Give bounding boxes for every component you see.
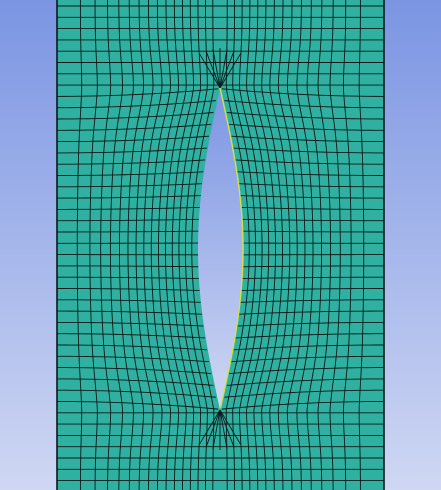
mesh-horizontal-line [56, 183, 202, 188]
mesh-horizontal-line [241, 206, 384, 210]
mesh-horizontal-line [221, 88, 385, 97]
mesh-horizontal-line [235, 159, 385, 165]
mesh-vertical-line [100, 0, 112, 490]
mesh-tip-spoke [199, 409, 221, 445]
mesh-horizontal-line [242, 276, 384, 280]
mesh-horizontal-line [56, 159, 206, 165]
mesh-horizontal-line [56, 195, 201, 199]
mesh-horizontal-line [56, 147, 208, 154]
mesh-horizontal-line [56, 355, 210, 363]
mesh-horizontal-line [56, 171, 204, 176]
mesh-plate-border [56, 0, 385, 490]
mesh-vertical-line [246, 0, 270, 490]
mesh-vertical-line [286, 0, 306, 490]
mesh-vertical-line [269, 0, 291, 490]
mesh-horizontal-line [231, 355, 385, 363]
mesh-horizontal-line [237, 321, 385, 327]
mesh-horizontal-line [57, 218, 199, 222]
mesh-tip-spoke [212, 48, 221, 89]
mesh-horizontal-line [56, 401, 219, 410]
mesh-horizontal-line [233, 147, 385, 154]
mesh-horizontal-line [238, 183, 385, 188]
mesh-grid-lines [56, 0, 385, 490]
mesh-vertical-line [342, 0, 352, 490]
mesh-vertical-line [277, 0, 298, 490]
mesh-tip-spoke [205, 409, 221, 448]
mesh-horizontal-line [56, 378, 214, 386]
mesh-tip-spoke [212, 409, 221, 450]
mesh-horizontal-line [241, 288, 384, 291]
mesh-vertical-line [239, 0, 263, 490]
mesh-horizontal-line [56, 100, 216, 109]
mesh-vertical-line [165, 0, 187, 490]
mesh-horizontal-line [56, 333, 206, 339]
mesh-horizontal-line [238, 310, 385, 315]
mesh-horizontal-line [240, 299, 385, 303]
mesh-tip-spoke [219, 53, 241, 89]
mesh-tip-spoke [219, 409, 228, 450]
mesh-horizontal-line [57, 276, 199, 280]
crack-hole [198, 88, 243, 410]
mesh-vertical-line [109, 0, 124, 490]
mesh-horizontal-line [56, 389, 216, 398]
mesh-vertical-line [143, 0, 163, 490]
mesh-horizontal-line [56, 310, 202, 315]
mesh-vertical-line [89, 0, 98, 490]
mesh-horizontal-line [56, 321, 204, 327]
mesh-vertical-line [253, 0, 276, 490]
mesh-tip-spoke [219, 48, 228, 89]
mesh-horizontal-line [56, 299, 201, 303]
mesh-horizontal-line [224, 389, 385, 398]
mesh-vertical-line [261, 0, 283, 490]
mesh-tip-spoke [219, 50, 235, 89]
mesh-vertical-line [317, 0, 332, 490]
mesh-horizontal-line [56, 135, 210, 143]
mesh-horizontal-line [56, 123, 212, 131]
mesh-tip-spoke [219, 409, 241, 445]
mesh-vertical-line [171, 0, 195, 490]
mesh-horizontal-line [242, 218, 384, 222]
mesh-horizontal-line [242, 265, 384, 268]
mesh-horizontal-line [226, 378, 385, 386]
mesh-horizontal-line [57, 265, 199, 268]
mesh-horizontal-line [224, 100, 385, 109]
mesh-vertical-line [358, 0, 365, 490]
mesh-tip-spoke [219, 409, 235, 448]
mesh-horizontal-line [221, 401, 385, 410]
mesh-vertical-line [306, 0, 322, 490]
mesh-vertical-line [76, 0, 83, 490]
mesh-horizontal-line [242, 230, 384, 233]
mesh-vertical-line [135, 0, 154, 490]
mesh-vertical-line [178, 0, 202, 490]
mesh-horizontal-line [56, 344, 207, 351]
mesh-horizontal-line [229, 123, 385, 131]
mesh-vertical-line [158, 0, 180, 490]
mesh-horizontal-line [237, 171, 385, 176]
mesh-vertical-line [119, 0, 134, 490]
mesh-horizontal-line [229, 367, 385, 374]
mesh-vertical-line [150, 0, 171, 490]
mesh-tip-spoke [205, 50, 221, 89]
mesh-vertical-line [127, 0, 145, 490]
mesh-horizontal-line [226, 112, 385, 120]
mesh-horizontal-line [56, 88, 219, 97]
mesh-horizontal-line [57, 288, 200, 291]
mesh-vertical-line [296, 0, 314, 490]
mesh-horizontal-line [56, 112, 214, 120]
mesh-horizontal-line [235, 333, 385, 339]
mesh-horizontal-line [231, 135, 385, 143]
mesh-tip-spoke [199, 53, 221, 89]
mesh-horizontal-line [240, 195, 385, 199]
mesh-horizontal-line [233, 344, 385, 351]
crack-hole-edge [219, 87, 244, 409]
mesh-horizontal-line [56, 367, 212, 374]
mesh-horizontal-line [57, 206, 200, 210]
mesh-horizontal-line [57, 230, 199, 233]
mesh-vertical-line [329, 0, 341, 490]
